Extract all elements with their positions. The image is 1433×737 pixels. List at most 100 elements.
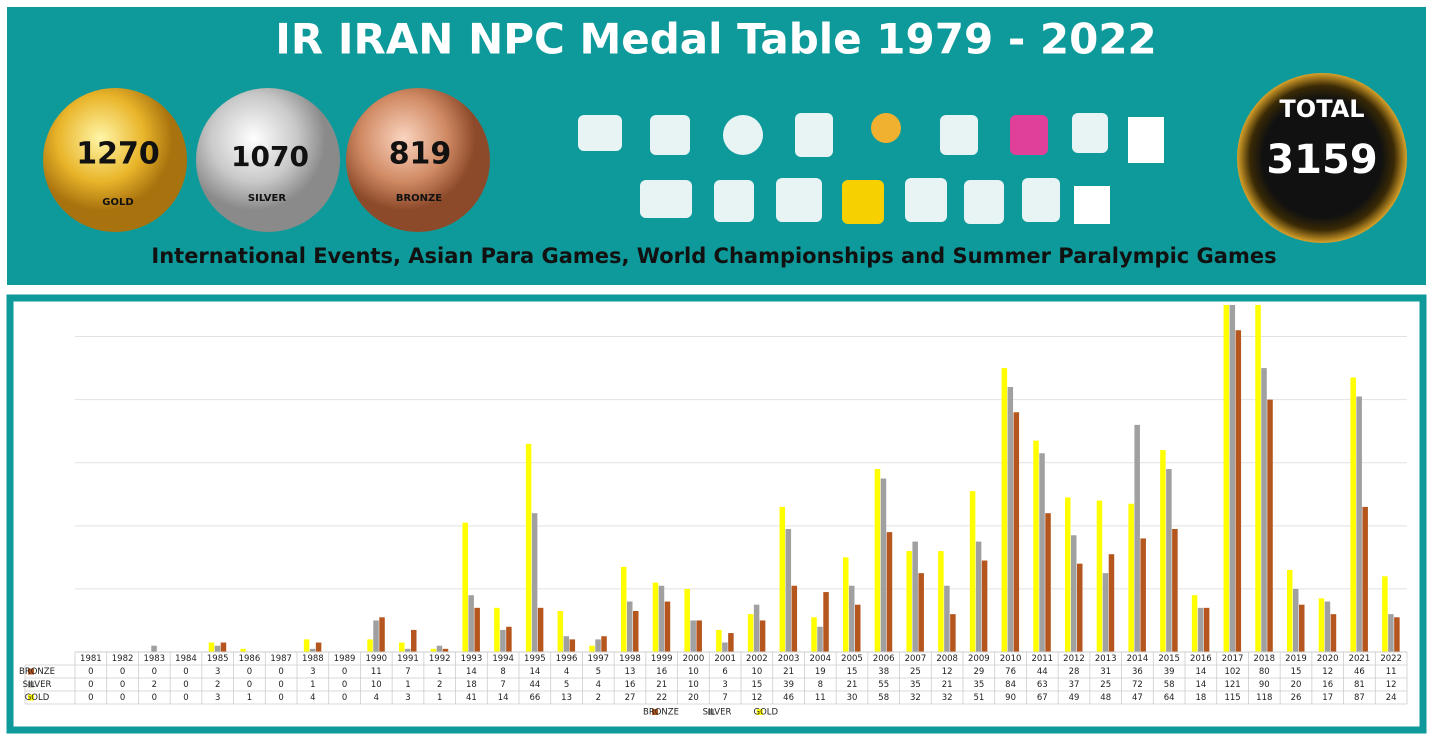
table-cell: 48 <box>1100 693 1111 703</box>
bar <box>1324 601 1331 652</box>
bar <box>1255 305 1261 652</box>
legend-key <box>652 709 658 715</box>
x-tick-label: 2006 <box>873 654 895 664</box>
bar <box>1350 377 1356 652</box>
table-cell: 0 <box>247 667 252 677</box>
table-cell: 27 <box>625 693 636 703</box>
table-cell: 0 <box>152 693 157 703</box>
bar <box>1229 305 1236 652</box>
table-cell: 81 <box>1354 680 1365 690</box>
x-tick-label: 2010 <box>1000 654 1022 664</box>
table-cell: 72 <box>1132 680 1143 690</box>
table-cell: 39 <box>783 680 794 690</box>
bar <box>1362 506 1368 652</box>
table-cell: 35 <box>973 680 984 690</box>
bar <box>779 506 786 652</box>
table-cell: 47 <box>1132 693 1143 703</box>
table-cell: 14 <box>1195 667 1206 677</box>
title: IR IRAN NPC Medal Table 1979 - 2022 <box>275 15 1157 64</box>
bar <box>399 642 405 652</box>
table-cell: 46 <box>1354 667 1365 677</box>
x-tick-label: 2017 <box>1222 654 1244 664</box>
x-tick-label: 2009 <box>968 654 990 664</box>
bar <box>1065 497 1071 652</box>
table-cell: 32 <box>910 693 921 703</box>
table-cell: 12 <box>751 693 762 703</box>
x-tick-label: 1989 <box>334 654 356 664</box>
table-cell: 10 <box>688 680 699 690</box>
bar <box>1160 450 1166 652</box>
silver-label: SILVER <box>248 193 286 204</box>
bar <box>1096 500 1103 652</box>
table-cell: 15 <box>1291 667 1302 677</box>
bar <box>944 585 950 652</box>
bar <box>1039 453 1045 652</box>
table-cell: 90 <box>1005 693 1016 703</box>
bar <box>474 607 480 652</box>
table-cell: 24 <box>1386 693 1397 703</box>
x-tick-label: 2002 <box>746 654 768 664</box>
event-logos <box>578 113 1164 224</box>
x-tick-label: 1986 <box>239 654 261 664</box>
x-tick-label: 1992 <box>429 654 451 664</box>
bar <box>589 645 595 652</box>
table-cell: 15 <box>751 680 762 690</box>
bar <box>208 642 215 652</box>
bar <box>1223 305 1230 652</box>
bar <box>531 513 538 652</box>
x-tick-label: 1999 <box>651 654 673 664</box>
bar <box>855 604 861 652</box>
table-cell: 30 <box>847 693 858 703</box>
bar <box>747 614 754 652</box>
table-cell: 3 <box>215 667 220 677</box>
x-tick-label: 2003 <box>778 654 800 664</box>
gold-label: GOLD <box>102 197 133 208</box>
bar <box>849 585 855 652</box>
bar <box>1007 387 1014 652</box>
table-cell: 41 <box>466 693 477 703</box>
legend-label: SILVER <box>703 708 732 718</box>
table-cell: 5 <box>596 667 601 677</box>
x-tick-label: 1987 <box>270 654 292 664</box>
gold-medal <box>43 88 187 232</box>
table-cell: 14 <box>1195 680 1206 690</box>
bar <box>379 617 385 652</box>
bar <box>462 522 468 652</box>
x-tick-label: 2019 <box>1285 654 1307 664</box>
table-cell: 13 <box>561 693 572 703</box>
x-tick-label: 1983 <box>143 654 165 664</box>
bar <box>430 648 437 652</box>
bar <box>823 592 829 652</box>
table-cell: 26 <box>1291 693 1302 703</box>
table-cell: 21 <box>847 680 858 690</box>
bar <box>151 645 157 652</box>
table-cell: 12 <box>1386 680 1397 690</box>
bar <box>442 648 449 652</box>
table-cell: 4 <box>596 680 601 690</box>
table-row-label: SILVER <box>23 680 52 690</box>
table-cell: 8 <box>500 667 505 677</box>
x-tick-label: 2014 <box>1127 654 1149 664</box>
bar <box>886 532 893 652</box>
bar <box>303 639 310 652</box>
bar <box>1108 554 1115 652</box>
table-cell: 14 <box>529 667 540 677</box>
x-tick-label: 1988 <box>302 654 324 664</box>
table-cell: 18 <box>1195 693 1206 703</box>
bar <box>1356 396 1362 652</box>
x-tick-label: 1990 <box>365 654 387 664</box>
table-cell: 0 <box>278 693 283 703</box>
table-cell: 11 <box>371 667 382 677</box>
table-cell: 0 <box>183 693 188 703</box>
table-cell: 0 <box>152 667 157 677</box>
table-cell: 17 <box>1322 693 1333 703</box>
x-tick-label: 2013 <box>1095 654 1117 664</box>
table-cell: 36 <box>1132 667 1143 677</box>
bronze-label: BRONZE <box>396 193 442 204</box>
table-cell: 1 <box>405 680 410 690</box>
bar <box>1172 528 1178 652</box>
bar <box>785 528 792 652</box>
bar <box>716 629 722 652</box>
bar <box>918 573 924 652</box>
